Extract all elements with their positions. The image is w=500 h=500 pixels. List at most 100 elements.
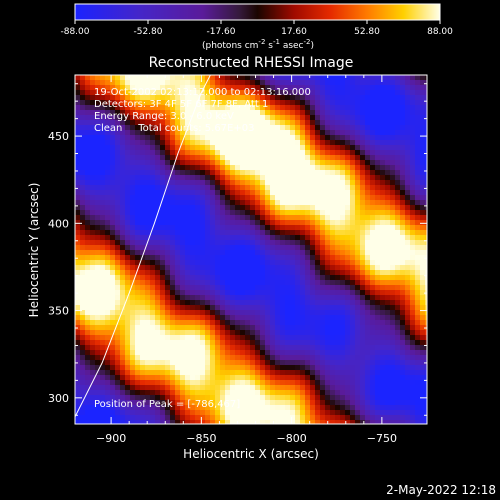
heatmap-cell bbox=[155, 205, 161, 211]
heatmap-cell bbox=[200, 85, 206, 91]
heatmap-cell bbox=[250, 230, 256, 236]
heatmap-cell bbox=[220, 230, 226, 236]
heatmap-cell bbox=[365, 405, 371, 411]
heatmap-cell bbox=[220, 300, 226, 306]
heatmap-cell bbox=[90, 105, 96, 111]
heatmap-cell bbox=[280, 195, 286, 201]
heatmap-cell bbox=[205, 415, 211, 421]
heatmap-cell bbox=[285, 270, 291, 276]
heatmap-cell bbox=[415, 410, 421, 416]
heatmap-cell bbox=[175, 275, 181, 281]
heatmap-cell bbox=[290, 370, 296, 376]
heatmap-cell bbox=[420, 290, 426, 296]
heatmap-cell bbox=[205, 150, 211, 156]
heatmap-cell bbox=[295, 350, 301, 356]
heatmap-cell bbox=[135, 360, 141, 366]
heatmap-cell bbox=[205, 240, 211, 246]
heatmap-cell bbox=[340, 250, 346, 256]
heatmap-cell bbox=[370, 155, 376, 161]
heatmap-cell bbox=[285, 310, 291, 316]
heatmap-cell bbox=[225, 270, 231, 276]
heatmap-cell bbox=[240, 125, 246, 131]
heatmap-cell bbox=[80, 240, 86, 246]
heatmap-cell bbox=[250, 320, 256, 326]
heatmap-cell bbox=[220, 85, 226, 91]
heatmap-cell bbox=[280, 290, 286, 296]
heatmap-cell bbox=[240, 305, 246, 311]
heatmap-cell bbox=[295, 345, 301, 351]
heatmap-cell bbox=[120, 80, 126, 86]
heatmap-cell bbox=[375, 180, 381, 186]
heatmap-cell bbox=[265, 190, 271, 196]
heatmap-cell bbox=[100, 375, 106, 381]
heatmap-cell bbox=[85, 230, 91, 236]
heatmap-cell bbox=[305, 220, 311, 226]
heatmap-cell bbox=[225, 255, 231, 261]
heatmap-cell bbox=[120, 140, 126, 146]
heatmap-cell bbox=[185, 165, 191, 171]
heatmap-cell bbox=[365, 75, 371, 81]
heatmap-cell bbox=[255, 90, 261, 96]
heatmap-cell bbox=[315, 160, 321, 166]
heatmap-cell bbox=[390, 165, 396, 171]
heatmap-cell bbox=[170, 295, 176, 301]
heatmap-cell bbox=[195, 110, 201, 116]
heatmap-cell bbox=[215, 405, 221, 411]
heatmap-cell bbox=[105, 335, 111, 341]
heatmap-cell bbox=[135, 280, 141, 286]
heatmap-cell bbox=[245, 230, 251, 236]
heatmap-cell bbox=[250, 395, 256, 401]
heatmap-cell bbox=[200, 95, 206, 101]
heatmap-cell bbox=[330, 170, 336, 176]
heatmap-cell bbox=[335, 145, 341, 151]
heatmap-cell bbox=[415, 285, 421, 291]
heatmap-cell bbox=[135, 320, 141, 326]
heatmap-cell bbox=[125, 195, 131, 201]
heatmap-cell bbox=[125, 350, 131, 356]
heatmap-cell bbox=[305, 140, 311, 146]
heatmap-cell bbox=[135, 215, 141, 221]
heatmap-cell bbox=[415, 360, 421, 366]
heatmap-cell bbox=[290, 255, 296, 261]
heatmap-cell bbox=[320, 320, 326, 326]
heatmap-cell bbox=[300, 250, 306, 256]
heatmap-cell bbox=[120, 195, 126, 201]
heatmap-cell bbox=[290, 205, 296, 211]
heatmap-cell bbox=[145, 185, 151, 191]
heatmap-cell bbox=[260, 380, 266, 386]
heatmap-cell bbox=[155, 300, 161, 306]
heatmap-cell bbox=[355, 295, 361, 301]
heatmap-cell bbox=[310, 415, 316, 421]
heatmap-cell bbox=[300, 80, 306, 86]
heatmap-cell bbox=[225, 225, 231, 231]
heatmap-cell bbox=[145, 390, 151, 396]
heatmap-cell bbox=[130, 380, 136, 386]
heatmap-cell bbox=[340, 345, 346, 351]
heatmap-cell bbox=[225, 160, 231, 166]
heatmap-cell bbox=[235, 100, 241, 106]
heatmap-cell bbox=[245, 105, 251, 111]
heatmap-cell bbox=[170, 135, 176, 141]
heatmap-cell bbox=[100, 420, 106, 424]
heatmap-cell bbox=[240, 275, 246, 281]
heatmap-cell bbox=[405, 185, 411, 191]
heatmap-cell bbox=[260, 250, 266, 256]
heatmap-cell bbox=[80, 310, 86, 316]
heatmap-cell bbox=[380, 375, 386, 381]
heatmap-cell bbox=[410, 345, 416, 351]
heatmap-cell bbox=[140, 360, 146, 366]
heatmap-cell bbox=[385, 200, 391, 206]
heatmap-cell bbox=[220, 335, 226, 341]
heatmap-cell bbox=[285, 380, 291, 386]
heatmap-cell bbox=[275, 220, 281, 226]
heatmap-cell bbox=[80, 360, 86, 366]
heatmap-cell bbox=[95, 335, 101, 341]
heatmap-cell bbox=[295, 325, 301, 331]
heatmap-cell bbox=[210, 350, 216, 356]
heatmap-cell bbox=[330, 260, 336, 266]
heatmap-cell bbox=[320, 175, 326, 181]
heatmap-cell bbox=[140, 245, 146, 251]
heatmap-cell bbox=[95, 135, 101, 141]
heatmap-cell bbox=[105, 200, 111, 206]
heatmap-cell bbox=[305, 150, 311, 156]
